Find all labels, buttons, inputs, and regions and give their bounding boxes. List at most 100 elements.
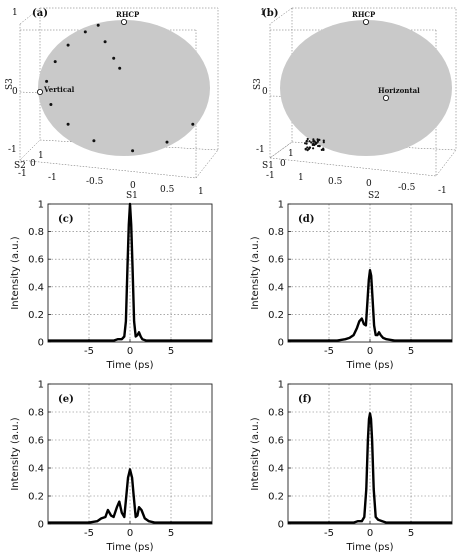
panel-a-trajectory-point xyxy=(53,60,57,64)
panel-c-ytick-label: 0.4 xyxy=(28,282,44,293)
panel-b-cluster xyxy=(304,137,325,152)
panel-b-bottom-tick-1: 0.5 xyxy=(328,177,343,187)
panel-a-left-tick-1: 0 xyxy=(30,159,36,169)
panel-a-bottom-tick-2: 0 xyxy=(130,181,136,191)
panel-f-ylabel: Intensity (a.u.) xyxy=(250,417,261,490)
panel-c-ytick-label: 0.2 xyxy=(28,310,44,321)
panel-d-xlabel: Time (ps) xyxy=(345,360,393,371)
panel-a-trajectory-point xyxy=(191,122,195,126)
panel-a-bottom-tick-0: -1 xyxy=(48,173,57,183)
panel-b-cluster-point xyxy=(320,148,323,151)
panel-b-cluster-point xyxy=(312,147,315,150)
panel-b-left-label: S1 xyxy=(262,161,274,171)
panel-e-xlabel: Time (ps) xyxy=(105,542,153,553)
panel-a-rhcp-label: RHCP xyxy=(116,10,140,19)
panel-e-series-line xyxy=(48,468,212,524)
panel-b-horizontal-marker xyxy=(382,95,389,102)
panel-b-cluster-point xyxy=(315,142,318,145)
panel-f-xlabel: Time (ps) xyxy=(345,542,393,553)
panel-c-xtick-label: 0 xyxy=(127,346,133,357)
panel-b-bottom-tick-0: 1 xyxy=(298,173,304,183)
panel-b-left-tick-0: 1 xyxy=(288,149,294,159)
panel-d-ytick-label: 1 xyxy=(278,200,284,211)
panel-c-ytick-label: 0.6 xyxy=(28,255,44,266)
panel-b: (b) RHCP Horizontal 1 0 -1 S3 1 0 -1 S1 … xyxy=(253,7,457,201)
panel-e-ytick-label: 0.8 xyxy=(28,408,44,419)
panel-a-trajectory-point xyxy=(103,40,107,44)
panel-b-z-tick-mid: 0 xyxy=(262,87,268,97)
panel-b-cluster-point xyxy=(312,140,315,143)
panel-b-horizontal-label: Horizontal xyxy=(378,86,420,95)
panel-a-z-label: S3 xyxy=(5,78,15,90)
panel-f-ytick-label: 0 xyxy=(278,520,284,531)
panel-c-xtick-label: -5 xyxy=(84,346,94,357)
panel-d-ytick-label: 0.8 xyxy=(268,227,284,238)
panel-b-bottom-tick-2: 0 xyxy=(366,179,372,189)
panel-d-xtick-label: -5 xyxy=(324,346,334,357)
panel-b-sphere xyxy=(280,20,452,156)
panel-b-cluster-point xyxy=(322,139,325,142)
panel-e-ytick-label: 0.4 xyxy=(28,464,44,475)
panel-f-label: (f) xyxy=(298,394,312,405)
panel-a-trajectory-point xyxy=(96,23,100,27)
panel-a-trajectory-point xyxy=(66,43,70,47)
panel-b-cluster-point xyxy=(304,142,307,145)
panel-b-cluster-point xyxy=(316,140,319,143)
panel-e-xtick-label: 5 xyxy=(168,528,174,539)
panel-a-trajectory-point xyxy=(131,149,135,153)
panel-a-trajectory-point xyxy=(92,139,96,143)
panel-e-label: (e) xyxy=(58,394,74,405)
panel-b-bottom-tick-4: -1 xyxy=(438,186,447,196)
panel-d-ytick-label: 0.4 xyxy=(268,282,284,293)
panel-c-xtick-label: 5 xyxy=(168,346,174,357)
panel-a-label: (a) xyxy=(32,8,48,19)
panel-c: -5 0 5 0 0.2 0.4 0.6 0.8 1 Time (ps) Intensity (a.… xyxy=(10,200,213,371)
panel-b-cluster-point xyxy=(318,138,321,141)
panel-f-xtick-label: -5 xyxy=(324,528,334,539)
panel-d-ytick-label: 0 xyxy=(278,338,284,349)
panel-e-xtick-label: 0 xyxy=(127,528,133,539)
panel-f: -5 0 5 0 0.2 0.4 0.6 0.8 1 Time (ps) Intensity (a.… xyxy=(250,380,453,553)
panel-c-series-line xyxy=(48,202,212,342)
panel-b-z-tick-bottom: -1 xyxy=(256,145,265,155)
panel-a-z-tick-mid: 0 xyxy=(12,87,18,97)
panel-e-ytick-label: 1 xyxy=(38,380,44,391)
panel-b-bottom-tick-3: -0.5 xyxy=(398,183,416,193)
panel-b-z-tick-top: 1 xyxy=(260,8,266,18)
panel-c-ytick-label: 0.8 xyxy=(28,227,44,238)
panel-f-ytick-label: 0.2 xyxy=(268,492,284,503)
panel-a-z-tick-bottom: -1 xyxy=(8,145,17,155)
panel-a-bottom-label: S1 xyxy=(126,191,138,201)
panel-b-cluster-point xyxy=(318,144,321,148)
panel-a-left-label: S2 xyxy=(14,161,26,171)
panel-b-bottom-label: S2 xyxy=(368,191,380,201)
panel-c-ytick-label: 1 xyxy=(38,200,44,211)
panel-d-ytick-label: 0.2 xyxy=(268,310,284,321)
panel-a-bottom-tick-1: -0.5 xyxy=(86,177,104,187)
panel-e-ytick-label: 0 xyxy=(38,520,44,531)
panel-f-xtick-label: 5 xyxy=(408,528,414,539)
panel-a-trajectory-point xyxy=(45,79,49,83)
panel-e-ytick-label: 0.2 xyxy=(28,492,44,503)
panel-e-ytick-label: 0.6 xyxy=(28,436,44,447)
panel-a-vertical-marker xyxy=(37,89,44,96)
panel-a-trajectory-point xyxy=(112,56,116,60)
panel-a-rhcp-marker xyxy=(121,18,128,25)
panel-f-xtick-label: 0 xyxy=(367,528,373,539)
panel-b-cluster-point xyxy=(310,141,313,144)
panel-f-ytick-label: 0.4 xyxy=(268,464,284,475)
panel-b-cluster-point xyxy=(306,137,309,141)
panel-e-ylabel: Intensity (a.u.) xyxy=(10,417,21,490)
panel-a-trajectory-point xyxy=(49,103,53,106)
panel-a-trajectory-point xyxy=(66,122,70,126)
panel-d-xtick-label: 5 xyxy=(408,346,414,357)
panel-b-cluster-point xyxy=(312,138,315,141)
panel-e: -5 0 5 0 0.2 0.4 0.6 0.8 1 Time (ps) Intensity (a.… xyxy=(10,380,213,553)
panel-d: -5 0 5 0 0.2 0.4 0.6 0.8 1 Time (ps) Intensity (a.… xyxy=(250,200,453,371)
panel-d-ylabel: Intensity (a.u.) xyxy=(250,236,261,309)
panel-b-cluster-point xyxy=(305,139,308,143)
panel-b-cluster-point xyxy=(322,141,325,144)
panel-c-xlabel: Time (ps) xyxy=(105,360,153,371)
panel-f-series-line xyxy=(288,412,452,524)
